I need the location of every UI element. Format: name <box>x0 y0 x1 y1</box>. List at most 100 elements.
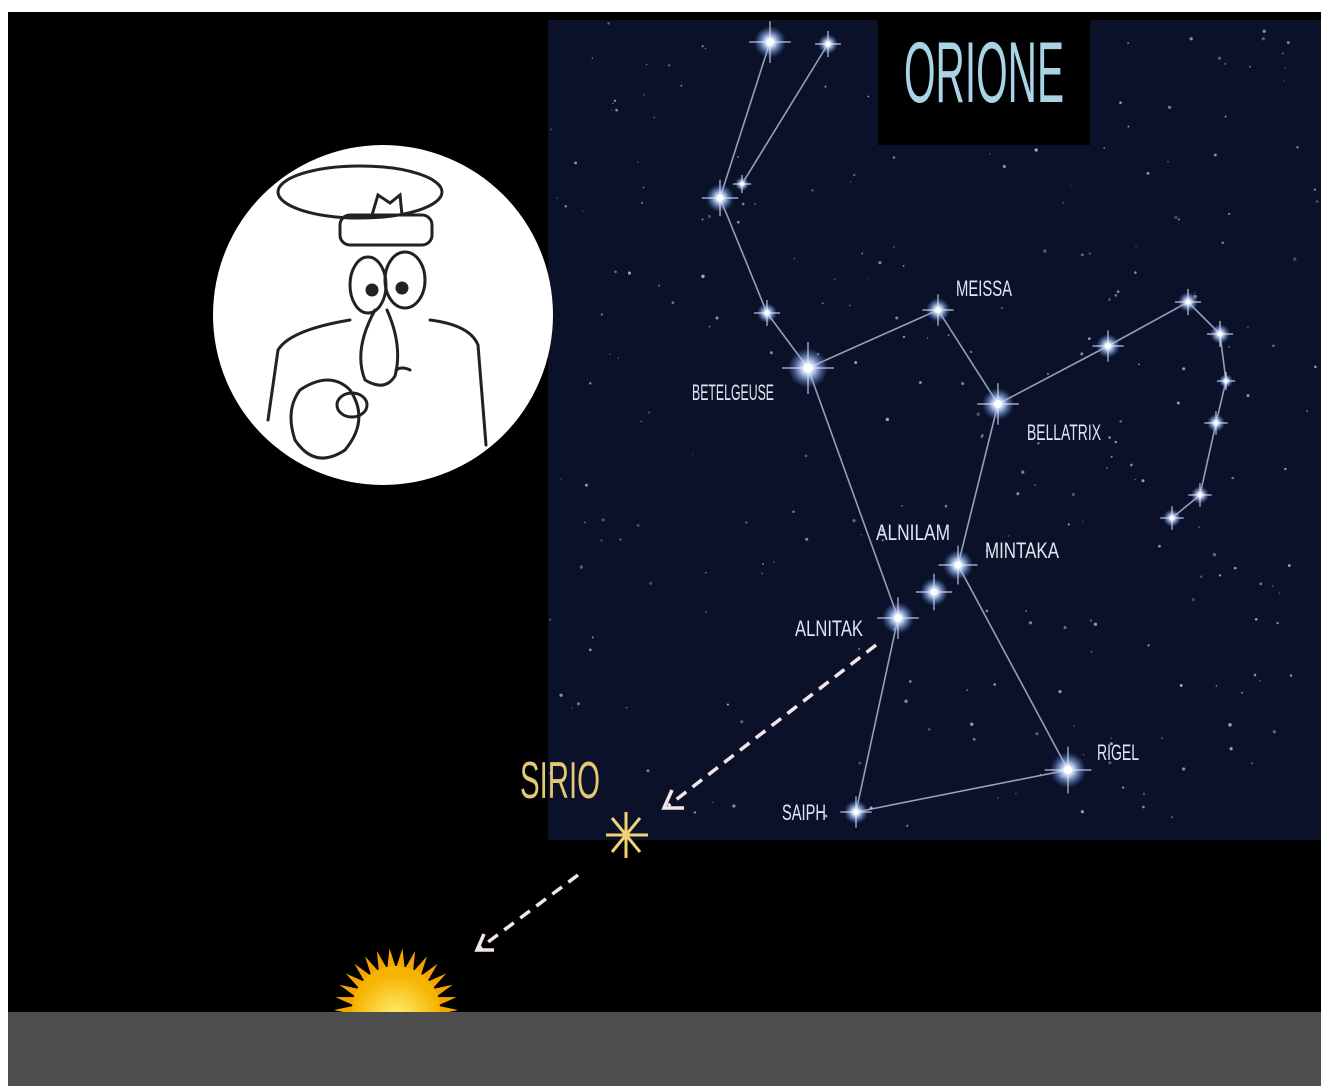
dust-star <box>1143 793 1145 795</box>
star-core <box>826 42 831 47</box>
dust-star <box>584 522 586 524</box>
dust-star <box>927 337 929 339</box>
star-label: BETELGEUSE <box>692 380 774 405</box>
dust-star <box>1263 30 1266 33</box>
dust-star <box>1228 346 1230 348</box>
dust-star <box>1213 553 1216 556</box>
dust-star <box>1190 37 1193 40</box>
dust-star <box>641 421 642 422</box>
title: ORIONE <box>904 25 1064 121</box>
dust-star <box>1288 564 1291 567</box>
dust-star <box>709 326 711 328</box>
dust-star <box>1108 436 1111 439</box>
dust-star <box>1021 471 1024 474</box>
dust-star <box>773 561 774 562</box>
star-core <box>765 311 770 316</box>
dust-star <box>712 802 713 803</box>
dust-star <box>705 611 707 613</box>
dust-star <box>1142 479 1145 482</box>
dust-star <box>904 700 907 703</box>
star-core <box>1105 343 1111 349</box>
dust-star <box>1167 161 1168 162</box>
dust-star <box>668 64 670 66</box>
dust-star <box>1241 692 1243 694</box>
dust-star <box>901 505 903 507</box>
dust-star <box>742 203 745 206</box>
dust-star <box>849 304 851 306</box>
dust-star <box>1194 292 1196 294</box>
dust-star <box>1200 575 1202 577</box>
dust-star <box>1072 493 1075 496</box>
dust-star <box>893 156 896 159</box>
star-label: BELLATRIX <box>1027 420 1101 445</box>
dust-star <box>919 381 922 384</box>
dust-star <box>1088 337 1091 340</box>
star-core <box>1186 300 1191 305</box>
dust-star <box>1008 535 1009 536</box>
dust-star <box>592 636 594 638</box>
dust-star <box>643 94 644 95</box>
dust-star <box>1148 644 1150 646</box>
dust-star <box>1180 684 1183 687</box>
dust-star <box>1260 680 1261 681</box>
dust-star <box>1206 460 1207 461</box>
star-label: SAIPH <box>782 800 826 825</box>
dust-star <box>642 186 644 188</box>
dust-star <box>680 85 682 87</box>
dust-star <box>909 680 912 683</box>
dust-star <box>997 797 999 799</box>
dust-star <box>1068 523 1070 525</box>
star-label: ALNILAM <box>876 520 950 545</box>
dust-star <box>745 522 747 524</box>
star-label: MINTAKA <box>985 538 1059 563</box>
dust-star <box>1251 762 1253 764</box>
dust-star <box>561 478 562 479</box>
star-core <box>853 809 859 815</box>
dust-star <box>602 518 605 521</box>
dust-star <box>906 825 908 827</box>
dust-star <box>559 694 562 697</box>
dust-star <box>550 129 552 131</box>
dust-star <box>868 96 870 98</box>
dust-star <box>1246 394 1249 397</box>
dust-star <box>1064 626 1067 629</box>
dust-star <box>977 413 980 416</box>
star-core <box>994 400 1002 408</box>
dust-star <box>574 162 577 165</box>
dust-star <box>556 197 557 198</box>
sirius-label: SIRIO <box>520 752 600 810</box>
dust-star <box>961 382 964 385</box>
dust-star <box>694 811 696 813</box>
dust-star <box>761 572 763 574</box>
dust-star <box>1111 456 1113 458</box>
dust-star <box>1035 148 1038 151</box>
dust-star <box>868 278 869 279</box>
dust-star <box>794 258 795 259</box>
dust-star <box>1216 685 1218 687</box>
dust-star <box>601 313 603 315</box>
dust-star <box>1127 126 1129 128</box>
dust-star <box>970 723 973 726</box>
dust-star <box>1174 216 1177 219</box>
ground <box>8 1012 1321 1086</box>
dust-star <box>1094 623 1097 626</box>
dust-star <box>762 563 764 565</box>
star-core <box>1170 516 1175 521</box>
dust-star <box>1080 352 1083 355</box>
dust-star <box>1273 730 1276 733</box>
dust-star <box>727 704 729 706</box>
dust-star <box>878 261 881 264</box>
dust-star <box>1314 188 1317 191</box>
dust-star <box>1221 241 1224 244</box>
dust-star <box>614 100 616 102</box>
dust-star <box>1316 200 1319 203</box>
star-label: ALNITAK <box>795 616 863 641</box>
dust-star <box>989 153 991 155</box>
dust-star <box>1119 101 1122 104</box>
dust-star <box>1073 725 1075 727</box>
dust-star <box>928 728 931 731</box>
dust-star <box>1282 53 1283 54</box>
dust-star <box>1225 116 1227 118</box>
dust-star <box>805 455 808 458</box>
dust-star <box>903 265 905 267</box>
